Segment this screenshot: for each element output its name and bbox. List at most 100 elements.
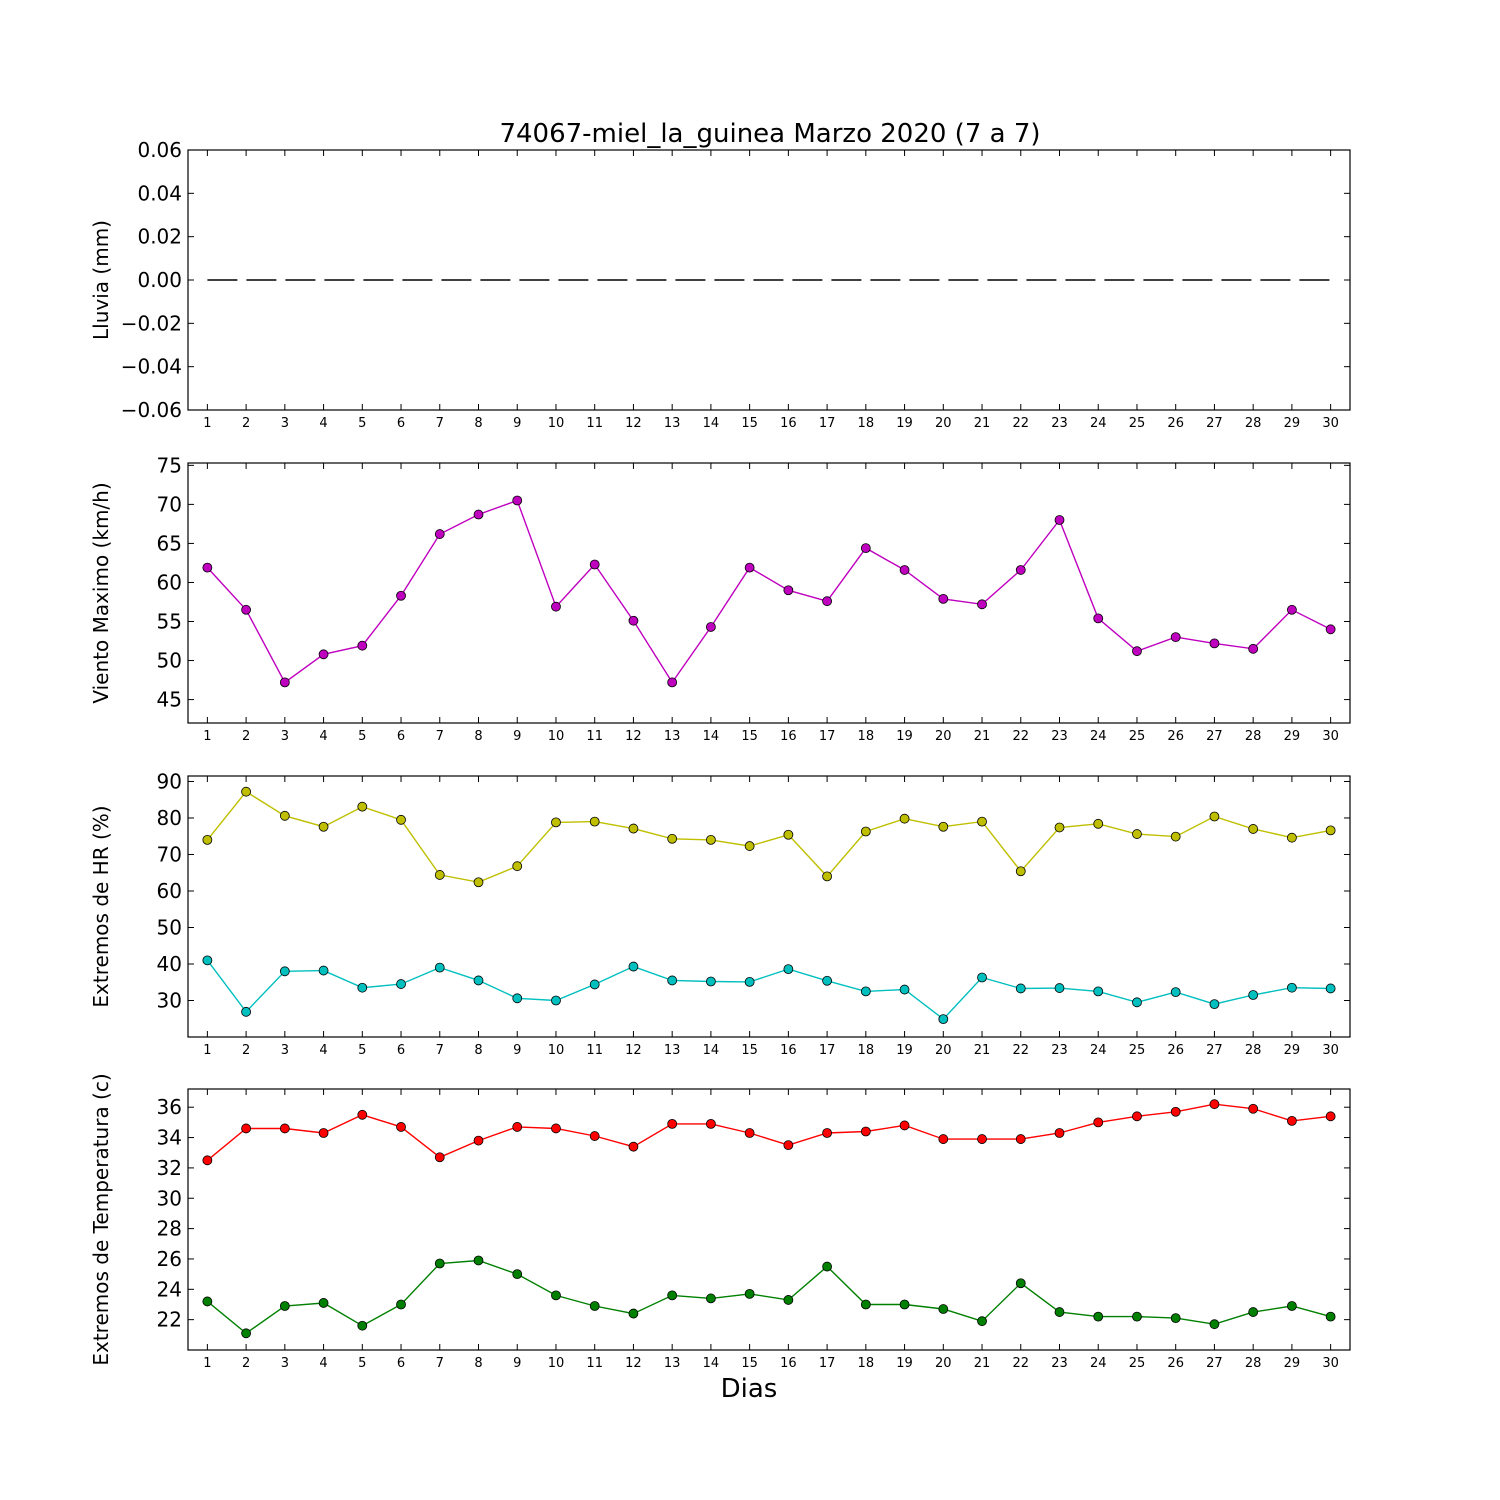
data-point [241,786,252,797]
data-point [589,816,600,827]
y-tick-label: 55 [157,609,182,633]
x-tick-label: 3 [281,729,289,744]
data-point [1054,515,1065,525]
data-point [938,1304,949,1314]
x-tick-label: 7 [436,416,444,431]
x-tick-label: 11 [586,729,603,744]
data-point [1093,613,1104,624]
x-tick-label: 20 [935,1356,952,1371]
series-line-2 [206,959,1331,1021]
x-tick-label: 30 [1322,1356,1339,1371]
data-point [1325,1311,1336,1322]
x-tick-label: 9 [513,1356,521,1371]
x-tick-label: 8 [474,1043,482,1058]
data-point [706,1119,716,1129]
x-tick-label: 11 [586,1043,603,1058]
y-tick-label: 34 [157,1126,182,1150]
data-point [1132,646,1142,657]
data-point [357,1109,368,1120]
data-point [551,995,561,1006]
x-tick-label: 19 [896,416,913,431]
x-tick-label: 10 [548,1356,565,1371]
x-tick-label: 26 [1167,1356,1184,1371]
x-tick-label: 2 [242,1356,250,1371]
y-axis-label: Extremos de Temperatura (c) [89,1073,113,1365]
plot-frame [187,462,1351,724]
data-point [396,1299,406,1310]
x-tick-label: 24 [1090,1043,1107,1058]
x-tick-label: 4 [319,1043,327,1058]
y-tick-label: −0.04 [121,355,182,379]
data-point [473,509,484,520]
data-point [667,833,678,844]
data-point [241,1123,252,1134]
data-point [1132,1311,1142,1322]
data-point [589,1301,600,1311]
x-tick-label: 16 [780,729,797,744]
data-point [977,1316,987,1327]
y-tick-label: 0.00 [137,268,182,292]
data-point [589,979,600,990]
data-point [706,622,716,632]
x-tick-label: 20 [935,1043,952,1058]
data-point [202,834,213,845]
data-point [938,1014,949,1025]
data-point [551,1123,561,1134]
data-point [860,826,871,837]
x-tick-label: 22 [1012,729,1029,744]
x-tick-label: 25 [1129,1043,1146,1058]
x-tick-label: 3 [281,1356,289,1371]
x-tick-label: 25 [1129,729,1146,744]
data-point [434,870,445,880]
x-tick-label: 20 [935,416,952,431]
x-tick-label: 30 [1322,1043,1339,1058]
x-tick-label: 21 [974,1043,991,1058]
x-tick-label: 1 [203,1043,211,1058]
x-tick-label: 19 [896,1356,913,1371]
x-tick-label: 21 [974,416,991,431]
x-tick-label: 3 [281,416,289,431]
data-point [473,1135,484,1146]
data-point [318,1128,329,1138]
data-point [279,966,290,977]
data-point [396,590,406,601]
x-tick-label: 21 [974,729,991,744]
y-tick-label: 0.06 [137,138,182,162]
x-tick-label: 23 [1051,1356,1068,1371]
x-tick-label: 25 [1129,1356,1146,1371]
data-point [473,1255,484,1266]
data-point [1287,1115,1297,1126]
x-tick-label: 9 [513,729,521,744]
x-tick-label: 5 [358,1356,366,1371]
x-tick-label: 17 [819,1043,836,1058]
x-tick-label: 10 [548,1043,565,1058]
x-tick-label: 22 [1012,1043,1029,1058]
x-tick-label: 15 [741,729,758,744]
x-tick-label: 26 [1167,729,1184,744]
data-point [318,1298,329,1308]
x-tick-label: 15 [741,1043,758,1058]
x-tick-label: 30 [1322,729,1339,744]
data-point [977,1134,987,1144]
data-point [783,1140,794,1151]
data-point [1054,1128,1065,1138]
data-point [860,1126,871,1137]
y-tick-label: 50 [157,915,182,939]
x-tick-label: 7 [436,729,444,744]
data-point [1015,565,1026,575]
data-point [551,817,561,828]
x-tick-label: 26 [1167,1043,1184,1058]
x-tick-label: 12 [625,1356,642,1371]
data-point [938,1134,949,1144]
data-point [473,975,484,986]
data-point [706,976,716,987]
data-point [512,861,523,872]
data-point [667,677,678,688]
data-point [628,1141,639,1152]
data-point [783,964,794,975]
data-point [279,810,290,821]
x-tick-label: 6 [397,729,405,744]
y-tick-label: 70 [157,842,182,866]
